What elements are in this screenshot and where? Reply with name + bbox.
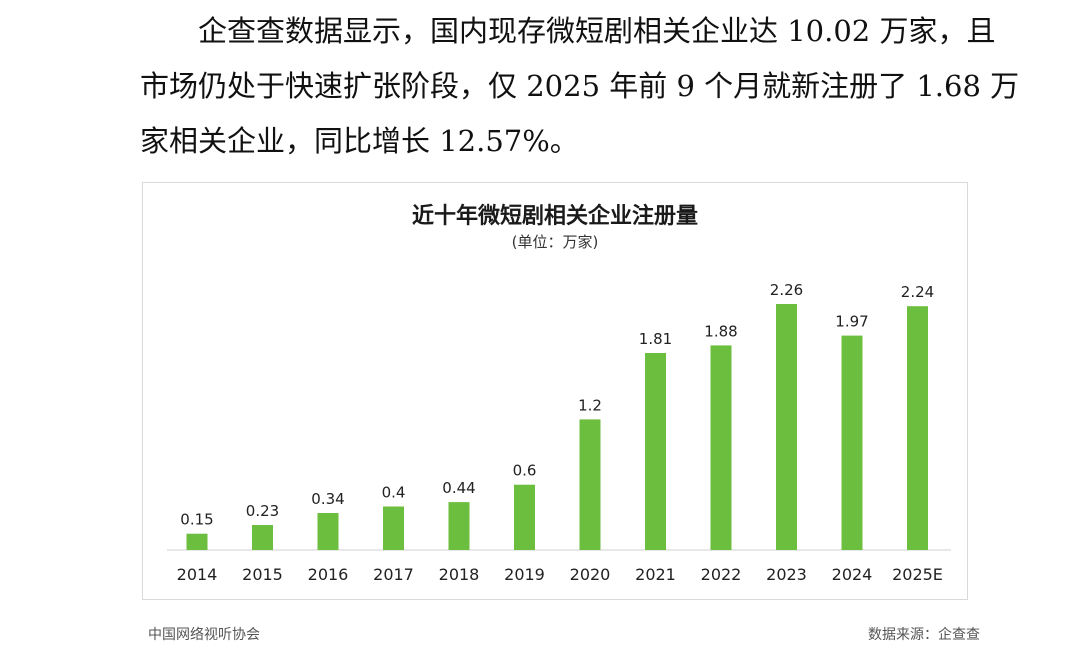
bar-2022 — [710, 345, 732, 550]
bar-2017 — [383, 506, 404, 550]
x-tick-2021: 2021 — [635, 565, 676, 584]
value-label-2022: 1.88 — [704, 322, 737, 340]
paragraph-line-2: 市场仍处于快速扩张阶段，仅 2025 年前 9 个月就新注册了 1.68 万 — [140, 69, 1020, 103]
footer-data-source: 数据来源：企查查 — [868, 627, 980, 643]
intro-paragraph: 企查查数据显示，国内现存微短剧相关企业达 10.02 万家，且 市场仍处于快速扩… — [140, 4, 1020, 169]
x-tick-2022: 2022 — [701, 565, 742, 584]
bar-2020 — [579, 419, 601, 550]
value-label-2024: 1.97 — [835, 313, 868, 331]
bar-2018 — [448, 502, 470, 550]
chart-panel: 近十年微短剧相关企业注册量 (单位：万家) 0.15 2014 0.23 2015 0.… — [142, 182, 968, 600]
value-label-2025E: 2.24 — [901, 283, 934, 301]
x-tick-2023: 2023 — [766, 565, 807, 584]
paragraph-line-3: 家相关企业，同比增长 12.57%。 — [140, 124, 579, 158]
bar-2019 — [514, 484, 535, 550]
bar-2021 — [645, 353, 666, 550]
value-label-2020: 1.2 — [578, 396, 602, 414]
value-label-2014: 0.15 — [180, 511, 213, 529]
x-tick-2014: 2014 — [177, 565, 218, 584]
bar-2025E — [907, 306, 928, 550]
bars-group: 0.15 2014 0.23 2015 0.34 2016 0.4 2017 0.44 2018 0… — [177, 281, 943, 584]
x-tick-2020: 2020 — [570, 565, 611, 584]
paragraph-line-1: 企查查数据显示，国内现存微短剧相关企业达 10.02 万家，且 — [198, 14, 996, 48]
bar-2023 — [776, 304, 797, 550]
bar-2014 — [186, 533, 208, 550]
value-label-2017: 0.4 — [382, 484, 406, 502]
value-label-2015: 0.23 — [246, 502, 279, 520]
bar-2016 — [317, 513, 339, 550]
bar-2015 — [252, 525, 273, 550]
x-tick-2025E: 2025E — [892, 565, 943, 584]
x-tick-2018: 2018 — [439, 565, 480, 584]
chart-title: 近十年微短剧相关企业注册量 — [412, 203, 698, 229]
x-tick-2016: 2016 — [308, 565, 349, 584]
value-label-2016: 0.34 — [311, 490, 344, 508]
x-tick-2017: 2017 — [373, 565, 414, 584]
value-label-2018: 0.44 — [442, 479, 475, 497]
bar-2024 — [841, 335, 863, 550]
value-label-2019: 0.6 — [513, 462, 537, 480]
bar-chart: 近十年微短剧相关企业注册量 (单位：万家) 0.1520140.2320150.… — [167, 203, 951, 584]
chart-subtitle: (单位：万家) — [512, 233, 599, 251]
footer-source-org: 中国网络视听协会 — [148, 627, 260, 643]
value-label-2023: 2.26 — [770, 281, 803, 299]
x-tick-2024: 2024 — [832, 565, 873, 584]
x-tick-2019: 2019 — [504, 565, 545, 584]
x-tick-2015: 2015 — [242, 565, 283, 584]
value-label-2021: 1.81 — [639, 330, 672, 348]
